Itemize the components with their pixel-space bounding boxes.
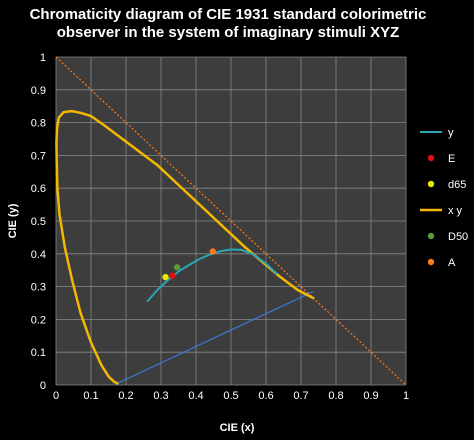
legend-swatch-point — [427, 232, 435, 240]
y-tick-label: 0.7 — [31, 150, 46, 162]
point-d50 — [173, 264, 181, 271]
chart-title: Chromaticity diagram of CIE 1931 standar… — [30, 6, 427, 41]
legend-label: E — [448, 153, 455, 165]
y-tick-label: 0.6 — [31, 183, 46, 195]
point-e — [169, 272, 176, 279]
y-tick-label: 0.9 — [31, 85, 46, 97]
x-axis-title: CIE (x) — [220, 422, 255, 434]
x-tick-label: 0.8 — [328, 390, 343, 402]
y-tick-label: 0 — [40, 380, 46, 392]
y-tick-label: 0.4 — [31, 249, 46, 261]
chart-title-line-2: observer in the system of imaginary stim… — [57, 24, 400, 41]
x-tick-label: 0.5 — [223, 390, 238, 402]
series-group — [55, 109, 315, 385]
purple-line — [117, 290, 314, 384]
legend-label: x y — [448, 205, 463, 217]
series-line-planckian-locus — [146, 248, 278, 302]
y-axis-title: CIE (y) — [7, 203, 19, 238]
series-line-spectral-locus — [55, 109, 315, 385]
y-tick-label: 1 — [40, 52, 46, 64]
reference-lines — [55, 56, 407, 386]
x-tick-label: 1 — [403, 390, 409, 402]
chart-title-line-1: Chromaticity diagram of CIE 1931 standar… — [30, 6, 427, 23]
x-tick-label: 0 — [53, 390, 59, 402]
y-tick-label: 0.3 — [31, 282, 46, 294]
x-tick-labels: 0 0.1 0.2 0.3 0.4 0.5 0.6 0.7 0.8 0.9 1 — [53, 390, 409, 402]
x-tick-label: 0.4 — [188, 390, 203, 402]
x-tick-label: 0.6 — [258, 390, 273, 402]
legend-swatch-point — [427, 154, 435, 162]
point-a — [209, 248, 216, 255]
y-tick-label: 0.8 — [31, 118, 46, 130]
legend-label: A — [448, 257, 456, 269]
legend-swatch-point — [427, 258, 435, 266]
point-d65 — [162, 273, 169, 281]
x-tick-label: 0.2 — [118, 390, 133, 402]
x-tick-label: 0.9 — [363, 390, 378, 402]
y-tick-label: 0.2 — [31, 314, 46, 326]
legend-swatch-point — [427, 180, 435, 188]
legend-label: D50 — [448, 231, 468, 243]
legend-label: y — [448, 127, 454, 139]
y-tick-label: 0.5 — [31, 216, 46, 228]
y-tick-labels: 0 0.1 0.2 0.3 0.4 0.5 0.6 0.7 0.8 0.9 1 — [31, 52, 46, 392]
grid-lines — [55, 56, 407, 386]
x-tick-label: 0.1 — [83, 390, 98, 402]
legend-label: d65 — [448, 179, 466, 191]
x-tick-label: 0.3 — [153, 390, 168, 402]
y-tick-label: 0.1 — [31, 347, 46, 359]
x-tick-label: 0.7 — [293, 390, 308, 402]
